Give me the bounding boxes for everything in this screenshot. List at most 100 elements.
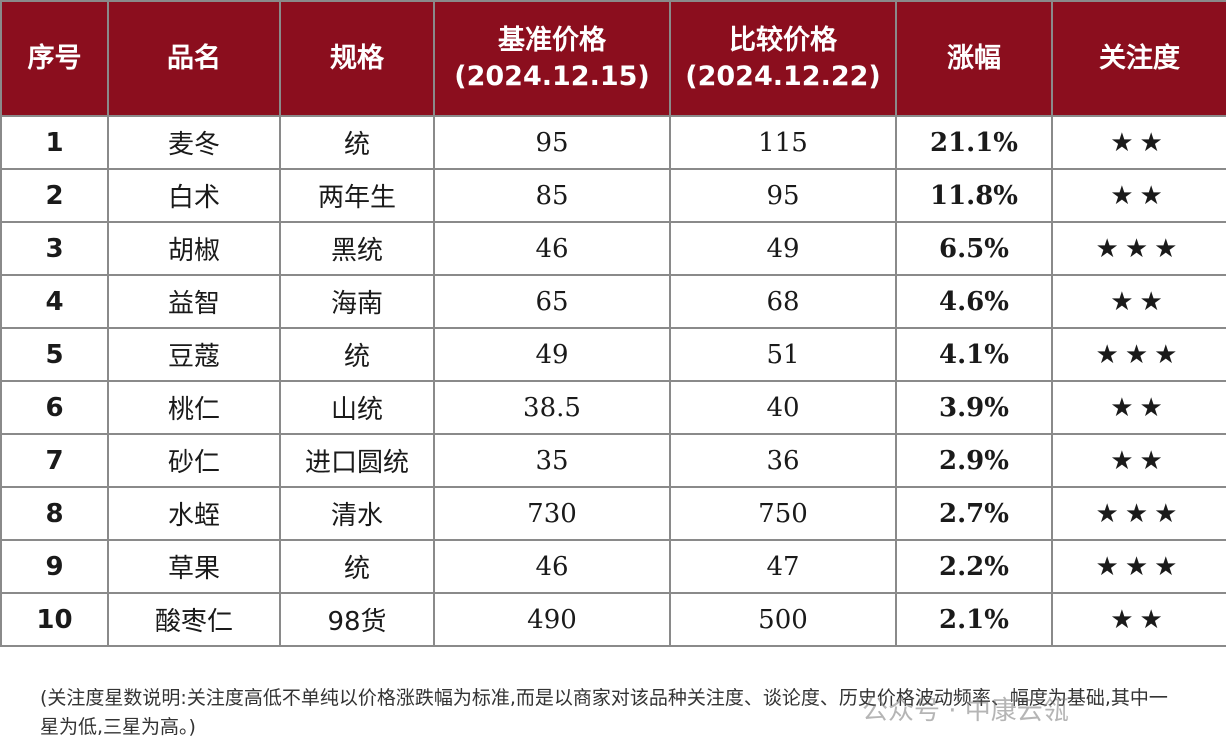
table-row: 2 白术 两年生 85 95 11.8% ★★ xyxy=(0,168,1226,223)
cell-base-price: 490 xyxy=(433,592,671,647)
cell-index: 7 xyxy=(0,433,109,488)
star-icon: ★ xyxy=(1154,498,1184,529)
header-compare-price: 比较价格 (2024.12.22) xyxy=(669,0,897,117)
cell-change: 2.9% xyxy=(895,433,1053,488)
cell-index: 6 xyxy=(0,380,109,435)
cell-compare-price: 49 xyxy=(669,221,897,276)
header-name: 品名 xyxy=(107,0,281,117)
table-row: 6 桃仁 山统 38.5 40 3.9% ★★ xyxy=(0,380,1226,435)
cell-name: 胡椒 xyxy=(107,221,281,276)
cell-name: 桃仁 xyxy=(107,380,281,435)
star-icon: ★ xyxy=(1124,551,1155,582)
star-icon: ★ xyxy=(1154,551,1184,582)
cell-base-price: 46 xyxy=(433,221,671,276)
cell-index: 10 xyxy=(0,592,109,647)
star-icon: ★ xyxy=(1154,339,1184,370)
cell-index: 2 xyxy=(0,168,109,223)
star-icon: ★ xyxy=(1139,127,1169,158)
cell-change: 2.2% xyxy=(895,539,1053,594)
table-row: 3 胡椒 黑统 46 49 6.5% ★★★ xyxy=(0,221,1226,276)
star-icon: ★ xyxy=(1139,180,1169,211)
star-icon: ★ xyxy=(1110,180,1140,211)
star-icon: ★ xyxy=(1139,286,1169,317)
cell-name: 麦冬 xyxy=(107,115,281,170)
table-body: 1 麦冬统 95 115 21.1% ★★ 2 白术 两年生 85 95 11.8% ★★ 3 胡椒 黑统 46… xyxy=(0,115,1226,647)
cell-spec: 统 xyxy=(279,327,435,382)
cell-compare-price: 47 xyxy=(669,539,897,594)
cell-attention-stars: ★★★ xyxy=(1051,327,1226,382)
cell-base-price: 85 xyxy=(433,168,671,223)
cell-index: 3 xyxy=(0,221,109,276)
cell-index: 4 xyxy=(0,274,109,329)
cell-compare-price: 95 xyxy=(669,168,897,223)
table-row: 5 豆蔻统 49 51 4.1% ★★★ xyxy=(0,327,1226,382)
cell-base-price: 35 xyxy=(433,433,671,488)
star-icon: ★ xyxy=(1095,233,1125,264)
cell-attention-stars: ★★ xyxy=(1051,380,1226,435)
cell-change: 4.6% xyxy=(895,274,1053,329)
cell-base-price: 38.5 xyxy=(433,380,671,435)
table-row: 1 麦冬统 95 115 21.1% ★★ xyxy=(0,115,1226,170)
header-base-price-label: 基准价格 xyxy=(498,24,606,56)
cell-change: 11.8% xyxy=(895,168,1053,223)
cell-attention-stars: ★★★ xyxy=(1051,486,1226,541)
cell-name: 草果 xyxy=(107,539,281,594)
cell-compare-price: 750 xyxy=(669,486,897,541)
cell-name: 益智 xyxy=(107,274,281,329)
price-table: 序号 品名 规格 基准价格 (2024.12.15) 比较价格 (2024.12… xyxy=(0,0,1226,647)
cell-index: 1 xyxy=(0,115,109,170)
star-icon: ★ xyxy=(1110,445,1140,476)
star-icon: ★ xyxy=(1095,339,1125,370)
cell-attention-stars: ★★ xyxy=(1051,592,1226,647)
star-icon: ★ xyxy=(1110,604,1140,635)
cell-name: 砂仁 xyxy=(107,433,281,488)
cell-index: 9 xyxy=(0,539,109,594)
cell-spec: 清水 xyxy=(279,486,435,541)
header-index: 序号 xyxy=(0,0,109,117)
cell-compare-price: 51 xyxy=(669,327,897,382)
star-icon: ★ xyxy=(1110,127,1140,158)
cell-base-price: 95 xyxy=(433,115,671,170)
star-icon: ★ xyxy=(1124,233,1155,264)
star-icon: ★ xyxy=(1110,286,1140,317)
cell-spec: 98货 xyxy=(279,592,435,647)
star-icon: ★ xyxy=(1139,392,1169,423)
star-icon: ★ xyxy=(1124,498,1155,529)
cell-compare-price: 115 xyxy=(669,115,897,170)
cell-spec: 海南 xyxy=(279,274,435,329)
cell-attention-stars: ★★★ xyxy=(1051,221,1226,276)
star-icon: ★ xyxy=(1095,498,1125,529)
cell-name: 酸枣仁 xyxy=(107,592,281,647)
cell-name: 豆蔻 xyxy=(107,327,281,382)
cell-index: 8 xyxy=(0,486,109,541)
cell-compare-price: 36 xyxy=(669,433,897,488)
header-row: 序号 品名 规格 基准价格 (2024.12.15) 比较价格 (2024.12… xyxy=(0,0,1226,117)
cell-spec: 统 xyxy=(279,115,435,170)
watermark: 公众号 · 中康云瓴 xyxy=(862,696,1069,726)
star-icon: ★ xyxy=(1095,551,1125,582)
footnote: (关注度星数说明:关注度高低不单纯以价格涨跌幅为标准,而是以商家对该品种关注度、… xyxy=(40,687,1168,738)
cell-attention-stars: ★★★ xyxy=(1051,539,1226,594)
table-row: 8 水蛭 清水 730 750 2.7% ★★★ xyxy=(0,486,1226,541)
cell-base-price: 730 xyxy=(433,486,671,541)
star-icon: ★ xyxy=(1139,604,1169,635)
table-row: 9 草果统 46 47 2.2% ★★★ xyxy=(0,539,1226,594)
cell-spec: 进口圆统 xyxy=(279,433,435,488)
header-spec: 规格 xyxy=(279,0,435,117)
header-attention: 关注度 xyxy=(1051,0,1226,117)
cell-change: 2.7% xyxy=(895,486,1053,541)
cell-change: 2.1% xyxy=(895,592,1053,647)
header-change: 涨幅 xyxy=(895,0,1053,117)
table-row: 10 酸枣仁 98货 490 500 2.1% ★★ xyxy=(0,592,1226,647)
cell-attention-stars: ★★ xyxy=(1051,433,1226,488)
cell-change: 6.5% xyxy=(895,221,1053,276)
cell-spec: 黑统 xyxy=(279,221,435,276)
cell-index: 5 xyxy=(0,327,109,382)
cell-spec: 统 xyxy=(279,539,435,594)
star-icon: ★ xyxy=(1110,392,1140,423)
cell-attention-stars: ★★ xyxy=(1051,168,1226,223)
cell-change: 21.1% xyxy=(895,115,1053,170)
cell-compare-price: 68 xyxy=(669,274,897,329)
cell-base-price: 65 xyxy=(433,274,671,329)
cell-compare-price: 40 xyxy=(669,380,897,435)
